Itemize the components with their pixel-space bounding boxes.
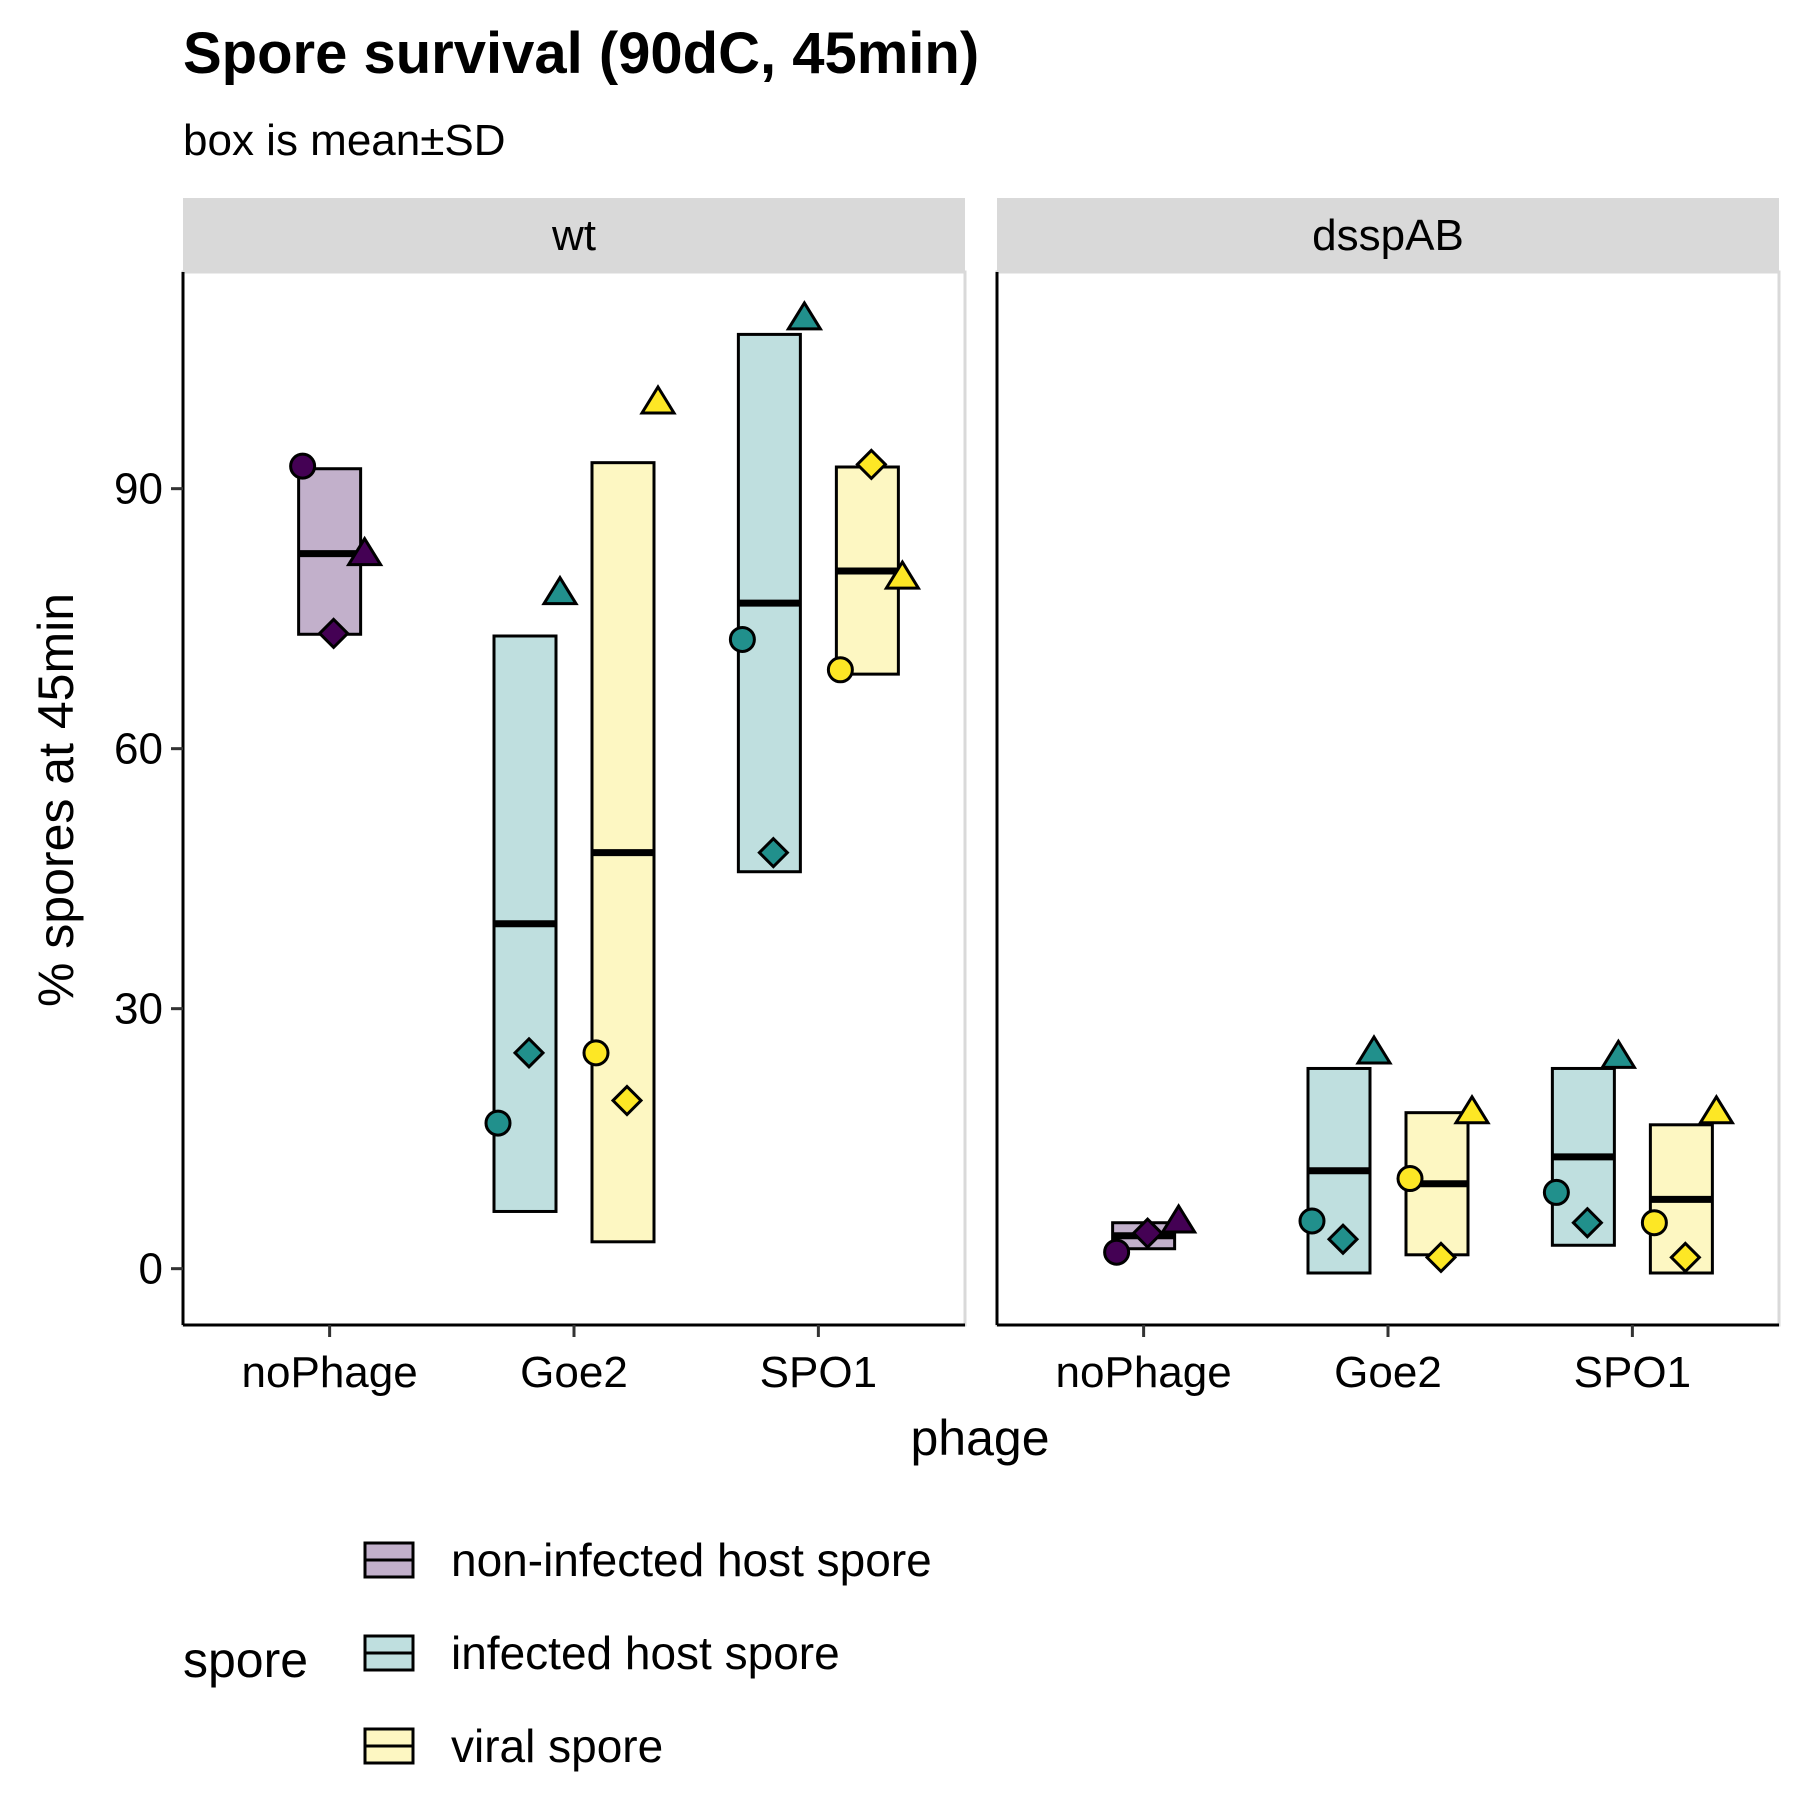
point-triangle xyxy=(1355,1034,1393,1065)
point-diamond xyxy=(757,836,790,869)
point-diamond xyxy=(610,1084,644,1117)
y-tick-label: 60 xyxy=(114,725,163,774)
point-triangle xyxy=(785,300,824,331)
x-axis-title: phage xyxy=(910,1410,1049,1466)
box-Goe2-infected xyxy=(484,574,579,1213)
panel-border xyxy=(995,270,1781,1327)
point-circle xyxy=(484,1109,512,1137)
box-noPhage-non-infected xyxy=(289,452,384,650)
point-circle xyxy=(1640,1209,1668,1237)
chart-title: Spore survival (90dC, 45min) xyxy=(183,21,979,86)
y-tick-label: 0 xyxy=(139,1245,163,1294)
box-Goe2-viral xyxy=(582,384,677,1244)
legend-label: non-infected host spore xyxy=(451,1534,932,1586)
y-tick-label: 30 xyxy=(114,985,163,1034)
panels: wt 0 30 60 90 noPhage Goe2 SPO1 dsspAB noPhage Goe… xyxy=(114,198,1781,1397)
x-tick-label: Goe2 xyxy=(1334,1348,1442,1397)
legend-label: viral spore xyxy=(451,1720,663,1772)
x-tick-label: Goe2 xyxy=(520,1348,628,1397)
point-triangle xyxy=(639,384,677,415)
point-diamond xyxy=(1131,1217,1164,1250)
chart-subtitle: box is mean±SD xyxy=(183,116,506,165)
y-tick-label: 90 xyxy=(114,465,163,514)
panel-border xyxy=(181,270,967,1327)
point-triangle xyxy=(1697,1093,1736,1125)
x-tick-label: noPhage xyxy=(1056,1348,1232,1397)
point-triangle xyxy=(541,574,579,606)
facet-panel-wt: wt 0 30 60 90 noPhage Goe2 SPO1 xyxy=(114,198,967,1397)
box-SPO1-infected xyxy=(728,300,824,874)
box-SPO1-infected xyxy=(1542,1038,1638,1247)
legend-item-non-infected: non-infected host spore xyxy=(363,1534,932,1586)
x-tick-label: SPO1 xyxy=(1574,1348,1691,1397)
y-axis-title: % spores at 45min xyxy=(28,593,84,1007)
point-circle xyxy=(1298,1207,1326,1235)
legend: spore non-infected host spore infected ho… xyxy=(183,1534,932,1772)
point-triangle xyxy=(883,559,922,590)
box-Goe2-viral xyxy=(1396,1093,1491,1274)
point-circle xyxy=(1396,1165,1424,1193)
point-triangle xyxy=(1453,1093,1491,1125)
point-diamond xyxy=(317,617,350,650)
point-circle xyxy=(826,656,854,684)
point-triangle xyxy=(345,535,384,567)
point-circle xyxy=(582,1039,610,1067)
facet-panel-dsspAB: dsspAB noPhage Goe2 SPO1 xyxy=(995,198,1781,1397)
legend-title: spore xyxy=(183,1632,308,1688)
strip-background xyxy=(997,198,1779,272)
box-SPO1-viral xyxy=(1640,1093,1736,1275)
point-circle xyxy=(1542,1178,1570,1206)
strip-label: wt xyxy=(551,211,596,260)
box-SPO1-viral xyxy=(826,448,922,684)
point-circle xyxy=(1103,1238,1131,1266)
point-diamond xyxy=(855,448,888,481)
point-diamond xyxy=(1326,1223,1360,1256)
point-diamond xyxy=(1669,1241,1702,1274)
point-diamond xyxy=(1424,1241,1458,1274)
legend-item-viral: viral spore xyxy=(363,1720,663,1772)
point-circle xyxy=(728,625,756,653)
box-Goe2-infected xyxy=(1298,1034,1393,1275)
point-diamond xyxy=(512,1036,546,1069)
point-triangle xyxy=(1159,1203,1198,1234)
point-triangle xyxy=(1599,1038,1638,1069)
strip-background xyxy=(183,198,965,272)
point-circle xyxy=(289,452,317,480)
legend-label: infected host spore xyxy=(451,1627,840,1679)
strip-label: dsspAB xyxy=(1312,211,1464,260)
legend-item-infected: infected host spore xyxy=(363,1627,840,1679)
x-tick-label: SPO1 xyxy=(760,1348,877,1397)
x-tick-label: noPhage xyxy=(242,1348,418,1397)
point-diamond xyxy=(1571,1206,1604,1239)
box-noPhage-non-infected xyxy=(1103,1203,1198,1266)
